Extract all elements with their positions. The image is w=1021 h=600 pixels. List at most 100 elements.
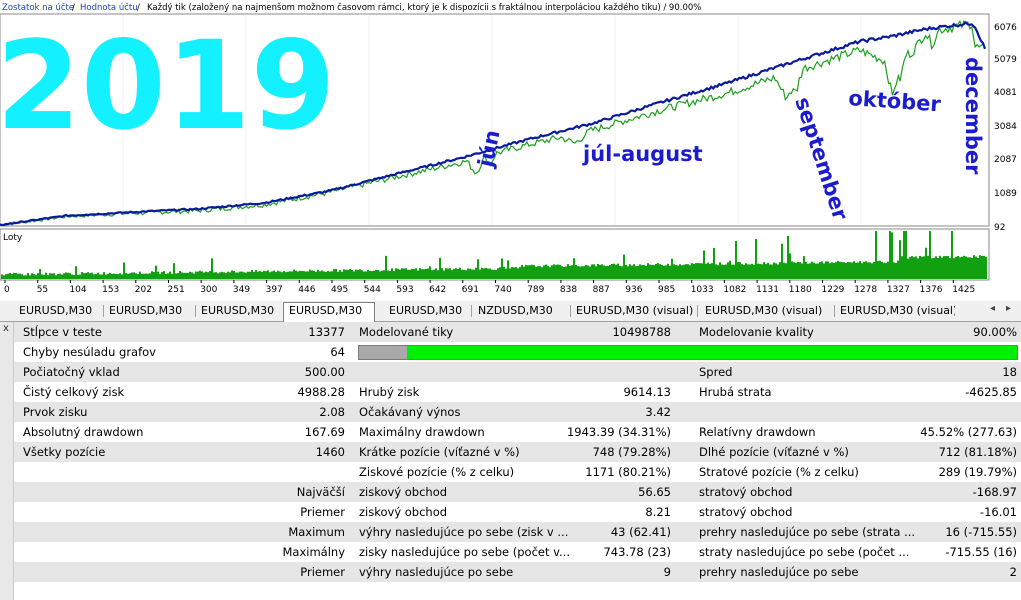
lots-bar bbox=[307, 271, 309, 279]
lots-bar bbox=[463, 269, 465, 279]
y-tick: 1089 bbox=[994, 189, 1017, 199]
lots-bar bbox=[205, 271, 207, 279]
x-tick: 887 bbox=[593, 285, 610, 295]
report-value: 2.08 bbox=[319, 405, 345, 419]
report-label: Spred bbox=[699, 365, 733, 379]
tab-eurusd-m30-1[interactable]: EURUSD,M30 bbox=[109, 304, 183, 317]
lots-bar bbox=[781, 243, 783, 279]
lots-bar bbox=[477, 259, 479, 279]
tab-eurusd-m30-visual--8[interactable]: EURUSD,M30 (visual) bbox=[840, 304, 955, 317]
lots-bar bbox=[121, 274, 123, 279]
lots-bar bbox=[503, 266, 505, 279]
report-value: 500.00 bbox=[304, 365, 345, 379]
lots-bar bbox=[293, 269, 295, 279]
lots-bar bbox=[281, 272, 283, 279]
lots-bar bbox=[67, 272, 69, 279]
y-tick: 3084 bbox=[994, 122, 1017, 132]
report-row: Priemer ziskový obchod 8.21 stratový obchod… bbox=[14, 502, 1021, 522]
lots-bar bbox=[909, 257, 911, 279]
lots-bar bbox=[367, 269, 369, 279]
lots-bar bbox=[375, 269, 377, 279]
lots-bar bbox=[79, 274, 81, 279]
lots-bar bbox=[17, 273, 19, 279]
tab-eurusd-m30-0[interactable]: EURUSD,M30 bbox=[19, 304, 93, 317]
lots-bar bbox=[227, 271, 229, 279]
tab-eurusd-m30-3[interactable]: EURUSD,M30 bbox=[283, 302, 375, 322]
tab-eurusd-m30-2[interactable]: EURUSD,M30 bbox=[201, 304, 275, 317]
lots-bar bbox=[173, 263, 175, 279]
lots-bar bbox=[81, 272, 83, 279]
lots-bar bbox=[201, 271, 203, 279]
x-tick: 1327 bbox=[887, 285, 910, 295]
report-value: 18 bbox=[1002, 365, 1017, 379]
lots-bar bbox=[39, 269, 41, 279]
tab-scroll-right-icon[interactable]: ▸ bbox=[1006, 303, 1012, 314]
lots-bar bbox=[213, 272, 215, 279]
lots-bar bbox=[701, 263, 703, 279]
report-value: 8.21 bbox=[645, 505, 671, 519]
lots-bar bbox=[913, 257, 915, 279]
tab-nzdusd-m30-5[interactable]: NZDUSD,M30 bbox=[478, 304, 553, 317]
lots-bar bbox=[871, 263, 873, 279]
report-value: 712 (81.18%) bbox=[938, 445, 1017, 459]
lots-bar bbox=[833, 262, 835, 279]
lots-bar bbox=[967, 257, 969, 279]
lots-bar bbox=[1, 274, 3, 279]
lots-bar bbox=[603, 265, 605, 279]
lots-bar bbox=[257, 271, 259, 279]
lots-bar bbox=[681, 265, 683, 279]
lots-bar bbox=[845, 262, 847, 279]
report-row: Najväčší ziskový obchod 56.65 stratový obch… bbox=[14, 482, 1021, 502]
lots-bar bbox=[365, 271, 367, 279]
lots-bar bbox=[97, 272, 99, 279]
lots-bar bbox=[185, 272, 187, 279]
lots-bar bbox=[473, 269, 475, 279]
lots-bar bbox=[809, 263, 811, 279]
lots-bar bbox=[771, 264, 773, 279]
y-tick: 2087 bbox=[994, 155, 1017, 165]
lots-bar bbox=[647, 263, 649, 279]
lots-bar bbox=[439, 257, 441, 279]
lots-bar bbox=[689, 265, 691, 279]
lots-bar bbox=[803, 256, 805, 279]
lots-bar bbox=[769, 264, 771, 279]
lots-bar bbox=[91, 272, 93, 279]
lots-bar bbox=[385, 255, 387, 279]
lots-bar bbox=[111, 273, 113, 279]
lots-bar bbox=[667, 263, 669, 279]
lots-bar bbox=[87, 272, 89, 279]
lots-bar bbox=[453, 268, 455, 279]
lots-bar bbox=[585, 264, 587, 279]
x-tick: 1425 bbox=[952, 285, 975, 295]
report-value: 743.78 (23) bbox=[603, 545, 671, 559]
tab-scroll-left-icon[interactable]: ◂ bbox=[990, 303, 996, 314]
lots-bar bbox=[389, 271, 391, 279]
lots-bar bbox=[147, 273, 149, 279]
lots-bar bbox=[141, 273, 143, 279]
lots-bar bbox=[229, 272, 231, 279]
lots-bar bbox=[651, 264, 653, 279]
lots-bar bbox=[437, 270, 439, 279]
lots-bar bbox=[55, 275, 57, 279]
tab-eurusd-m30-visual--7[interactable]: EURUSD,M30 (visual) bbox=[705, 304, 823, 317]
x-tick: 642 bbox=[429, 285, 446, 295]
lots-bar bbox=[793, 262, 795, 279]
report-row: Chyby nesúladu grafov 64 bbox=[14, 342, 1021, 362]
x-tick: 0 bbox=[4, 285, 10, 295]
lots-bar bbox=[283, 270, 285, 279]
lots-bar bbox=[601, 264, 603, 279]
close-icon[interactable]: x bbox=[3, 323, 9, 334]
x-tick: 691 bbox=[462, 285, 479, 295]
lots-bar bbox=[69, 273, 71, 279]
report-label: Absolutný drawdown bbox=[23, 425, 144, 439]
lots-bar bbox=[755, 238, 757, 279]
lots-bar bbox=[397, 268, 399, 279]
lots-bar bbox=[545, 264, 547, 279]
lots-label: Loty bbox=[3, 233, 23, 243]
report-row: Absolutný drawdown 167.69 Maximálny drawdo… bbox=[14, 422, 1021, 442]
tab-eurusd-m30-4[interactable]: EURUSD,M30 bbox=[389, 304, 463, 317]
tab-eurusd-m30-visual--6[interactable]: EURUSD,M30 (visual) bbox=[576, 304, 694, 317]
lots-bar bbox=[695, 263, 697, 279]
lots-bar bbox=[973, 255, 975, 279]
report-label: Hrubá strata bbox=[699, 385, 772, 399]
